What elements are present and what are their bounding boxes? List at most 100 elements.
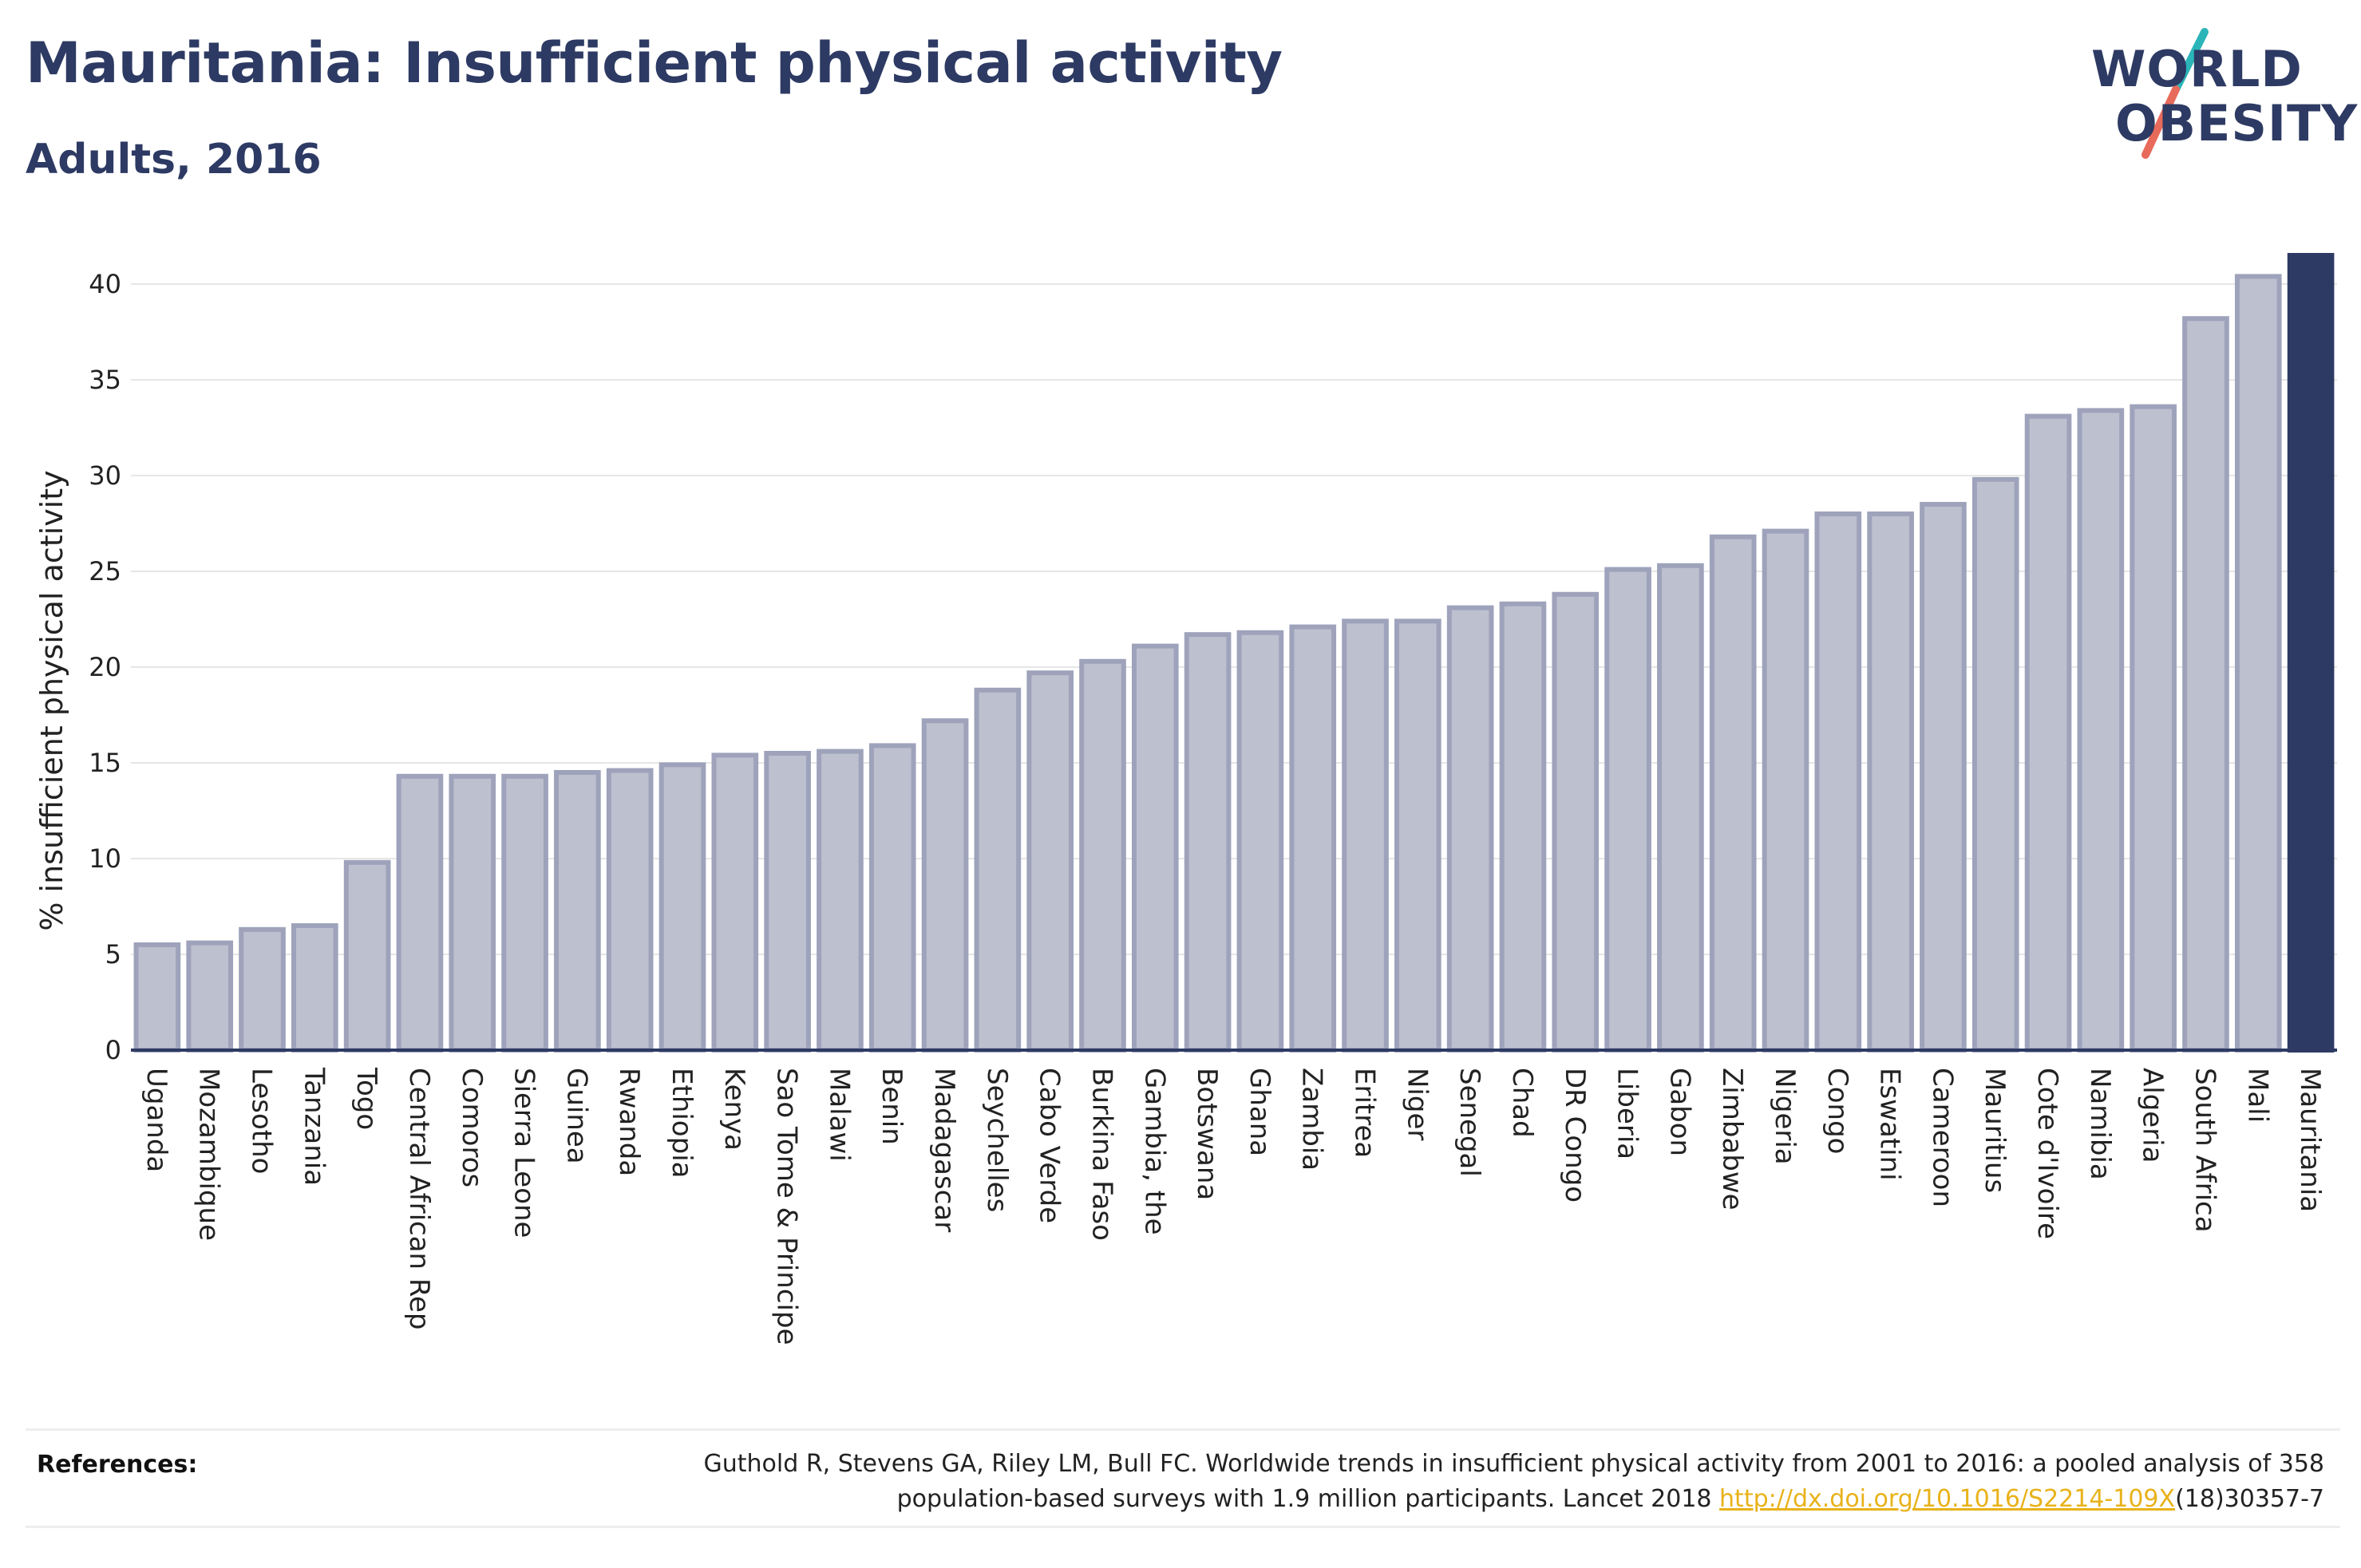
bar bbox=[1762, 528, 1809, 1053]
y-tick-label: 30 bbox=[89, 460, 121, 491]
x-tick-label: Guinea bbox=[560, 1068, 592, 1164]
x-tick-label: Namibia bbox=[2084, 1068, 2116, 1180]
x-tick-label: Cabo Verde bbox=[1034, 1068, 1066, 1223]
bar bbox=[2234, 274, 2282, 1053]
y-tick-label: 20 bbox=[89, 652, 121, 682]
bar bbox=[133, 942, 181, 1053]
y-tick-label: 10 bbox=[89, 843, 121, 874]
bar bbox=[1920, 502, 1967, 1053]
logo-word-obesity: OBESITY bbox=[2115, 94, 2359, 152]
bar bbox=[449, 773, 496, 1053]
x-tick-label: Tanzania bbox=[298, 1067, 330, 1186]
bar bbox=[343, 859, 391, 1053]
x-tick-label: Uganda bbox=[140, 1068, 172, 1172]
x-tick-label: Ghana bbox=[1244, 1068, 1275, 1156]
x-tick-label: Mauritius bbox=[1979, 1068, 2011, 1193]
x-tick-label: Gambia, the bbox=[1138, 1068, 1170, 1235]
bar bbox=[1289, 624, 1337, 1053]
x-tick-label: Zambia bbox=[1296, 1068, 1328, 1171]
bar bbox=[868, 743, 916, 1053]
x-tick-label: Eswatini bbox=[1874, 1068, 1906, 1181]
y-tick-label: 15 bbox=[89, 748, 121, 778]
bar bbox=[1131, 643, 1179, 1053]
x-tick-label: Malawi bbox=[823, 1068, 855, 1162]
bar bbox=[2182, 316, 2229, 1053]
x-tick-label: Burkina Faso bbox=[1086, 1068, 1117, 1241]
x-tick-label: Sao Tome & Principe bbox=[771, 1068, 803, 1345]
bar bbox=[291, 923, 338, 1053]
y-axis-title: % insufficient physical activity bbox=[34, 470, 69, 930]
x-tick-label: Zimbabwe bbox=[1716, 1068, 1748, 1211]
citation-line-2: population-based surveys with 1.9 millio… bbox=[488, 1482, 2324, 1517]
world-obesity-logo[interactable]: WORLD OBESITY bbox=[2083, 22, 2357, 166]
bar bbox=[2130, 404, 2177, 1053]
x-tick-label: Liberia bbox=[1612, 1068, 1643, 1159]
x-tick-label: Benin bbox=[876, 1068, 908, 1145]
bar bbox=[1604, 567, 1651, 1053]
references-label: References: bbox=[37, 1451, 198, 1479]
bar bbox=[1446, 605, 1494, 1053]
x-tick-label: DR Congo bbox=[1559, 1068, 1591, 1203]
bar bbox=[1026, 670, 1074, 1053]
citation-line-1: Guthold R, Stevens GA, Riley LM, Bull FC… bbox=[703, 1450, 2324, 1478]
logo-word-world: WORLD bbox=[2091, 40, 2303, 98]
x-tick-label: Mozambique bbox=[193, 1068, 225, 1241]
bar bbox=[1709, 534, 1757, 1053]
bar-chart: 0 5 10 15 20 25 30 35 40 % insufficient physical … bbox=[34, 253, 2337, 1345]
x-tick-label: Nigeria bbox=[1769, 1068, 1801, 1165]
x-tick-label: Gabon bbox=[1663, 1068, 1695, 1156]
bar bbox=[1552, 591, 1600, 1053]
bar bbox=[921, 718, 969, 1053]
x-tick-label: Lesotho bbox=[246, 1068, 278, 1174]
bar bbox=[186, 940, 234, 1053]
logo-slash-icon bbox=[2142, 28, 2209, 159]
x-tick-label: Cameroon bbox=[1926, 1068, 1958, 1207]
x-tick-label: Mali bbox=[2241, 1068, 2273, 1123]
y-tick-label: 0 bbox=[105, 1035, 121, 1065]
bar bbox=[1657, 563, 1704, 1053]
bar bbox=[2287, 253, 2335, 1053]
doi-link[interactable]: http://dx.doi.org/10.1016/S2214-109X bbox=[1719, 1485, 2176, 1513]
x-tick-label: South Africa bbox=[2189, 1068, 2221, 1233]
bar bbox=[817, 748, 864, 1053]
x-tick-label: Rwanda bbox=[613, 1068, 645, 1176]
bar bbox=[1971, 476, 2019, 1053]
x-tick-label: Chad bbox=[1506, 1068, 1538, 1138]
bar bbox=[239, 926, 286, 1053]
page-title: Mauritania: Insufficient physical activi… bbox=[26, 30, 1283, 96]
bar bbox=[1499, 601, 1547, 1053]
x-tick-label: Cote d'Ivoire bbox=[2031, 1068, 2063, 1239]
y-tick-label: 35 bbox=[89, 365, 121, 395]
x-tick-label: Algeria bbox=[2137, 1068, 2169, 1163]
x-tick-label: Mauritania bbox=[2294, 1068, 2326, 1212]
x-tick-label: Eritrea bbox=[1349, 1068, 1381, 1158]
bar bbox=[1184, 632, 1232, 1053]
y-tick-label: 5 bbox=[105, 939, 121, 970]
x-tick-label: Niger bbox=[1401, 1068, 1433, 1140]
bar bbox=[1342, 618, 1389, 1053]
references-bottom-divider bbox=[26, 1526, 2340, 1528]
bar bbox=[1079, 658, 1126, 1053]
y-tick-label: 40 bbox=[89, 269, 121, 299]
bar bbox=[606, 768, 654, 1053]
references-citation: Guthold R, Stevens GA, Riley LM, Bull FC… bbox=[488, 1447, 2324, 1517]
bar bbox=[554, 770, 601, 1053]
bar bbox=[1867, 511, 1914, 1053]
bar bbox=[1236, 630, 1284, 1053]
bar bbox=[1394, 618, 1442, 1053]
bar bbox=[396, 773, 444, 1053]
x-tick-label: Comoros bbox=[456, 1068, 488, 1187]
bar bbox=[764, 751, 811, 1053]
bar bbox=[2024, 413, 2072, 1053]
bar bbox=[2077, 408, 2125, 1053]
references-top-divider bbox=[26, 1428, 2340, 1431]
bar bbox=[658, 762, 706, 1053]
citation-line-2-suffix: (18)30357-7 bbox=[2175, 1485, 2324, 1513]
x-tick-label: Senegal bbox=[1453, 1068, 1485, 1177]
bar bbox=[974, 687, 1022, 1053]
x-tick-label: Seychelles bbox=[981, 1068, 1013, 1212]
x-tick-label: Kenya bbox=[718, 1068, 750, 1151]
x-tick-label: Botswana bbox=[1191, 1068, 1223, 1200]
x-tick-label: Madagascar bbox=[928, 1068, 960, 1232]
bar bbox=[501, 773, 548, 1053]
